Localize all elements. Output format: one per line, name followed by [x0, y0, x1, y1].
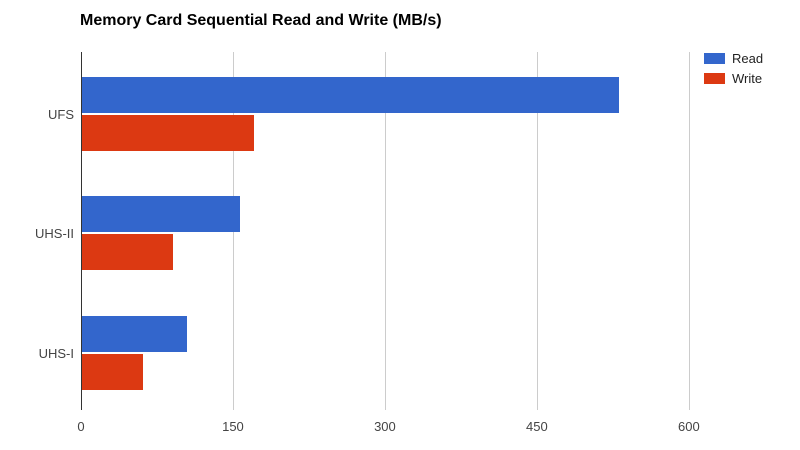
- category-label-ufs: UFS: [48, 107, 74, 122]
- bar-write-ufs: [82, 115, 254, 151]
- bar-read-ufs: [82, 77, 619, 113]
- legend: Read Write: [704, 51, 763, 91]
- bar-read-uhs-i: [82, 316, 187, 352]
- x-tick-label-300: 300: [374, 419, 396, 434]
- legend-item-read: Read: [704, 51, 763, 66]
- x-tick-label-600: 600: [677, 419, 700, 434]
- write-series-swatch-icon: [704, 73, 725, 84]
- plot-area: [81, 52, 700, 410]
- read-series-swatch-icon: [704, 53, 725, 64]
- legend-item-write: Write: [704, 71, 763, 86]
- category-label-uhs-ii: UHS-II: [35, 226, 74, 241]
- x-tick-label-150: 150: [222, 419, 244, 434]
- legend-label-write: Write: [732, 71, 763, 86]
- bar-write-uhs-ii: [82, 234, 173, 270]
- gridline-300: [385, 52, 386, 410]
- x-tick-label-0: 0: [77, 419, 85, 434]
- bar-read-uhs-ii: [82, 196, 240, 232]
- category-label-uhs-i: UHS-I: [38, 346, 74, 361]
- gridline-600: [689, 52, 690, 410]
- baseline-axis: [81, 52, 82, 410]
- x-tick-label-450: 450: [526, 419, 548, 434]
- bar-write-uhs-i: [82, 354, 143, 390]
- legend-label-read: Read: [732, 51, 764, 66]
- chart-title: Memory Card Sequential Read and Write (M…: [80, 12, 442, 29]
- gridline-450: [537, 52, 538, 410]
